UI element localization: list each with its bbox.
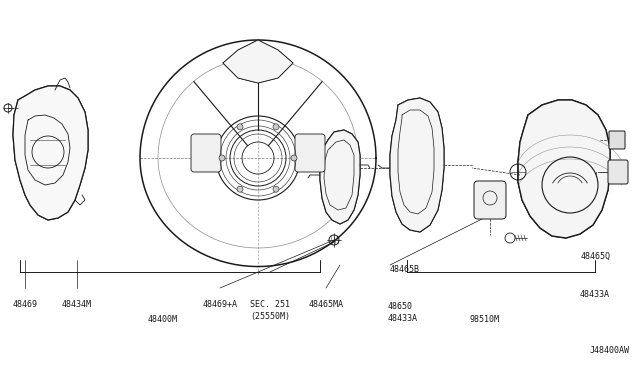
Text: SEC. 251: SEC. 251 xyxy=(250,300,290,309)
Polygon shape xyxy=(223,40,293,83)
FancyBboxPatch shape xyxy=(474,181,506,219)
Polygon shape xyxy=(13,86,88,220)
Text: J48400AW: J48400AW xyxy=(590,346,630,355)
Circle shape xyxy=(237,186,243,192)
Text: 48465Q: 48465Q xyxy=(581,252,611,261)
FancyBboxPatch shape xyxy=(295,134,325,172)
Polygon shape xyxy=(518,100,610,238)
Circle shape xyxy=(237,124,243,130)
FancyBboxPatch shape xyxy=(191,134,221,172)
Circle shape xyxy=(291,155,297,161)
Polygon shape xyxy=(390,98,444,232)
Text: (25550M): (25550M) xyxy=(250,312,290,321)
Circle shape xyxy=(273,124,279,130)
Text: 48469+A: 48469+A xyxy=(202,300,237,309)
Text: 48465B: 48465B xyxy=(390,265,420,274)
Text: 98510M: 98510M xyxy=(469,315,499,324)
Text: 48400M: 48400M xyxy=(148,315,178,324)
Text: 48433A: 48433A xyxy=(580,290,610,299)
Text: 48469: 48469 xyxy=(13,300,38,309)
Circle shape xyxy=(273,186,279,192)
Text: 48434M: 48434M xyxy=(62,300,92,309)
Polygon shape xyxy=(320,130,360,224)
FancyBboxPatch shape xyxy=(608,160,628,184)
Text: 48433A: 48433A xyxy=(388,314,418,323)
FancyBboxPatch shape xyxy=(609,131,625,149)
Circle shape xyxy=(219,155,225,161)
Text: 48650: 48650 xyxy=(388,302,413,311)
Text: 48465MA: 48465MA xyxy=(308,300,344,309)
